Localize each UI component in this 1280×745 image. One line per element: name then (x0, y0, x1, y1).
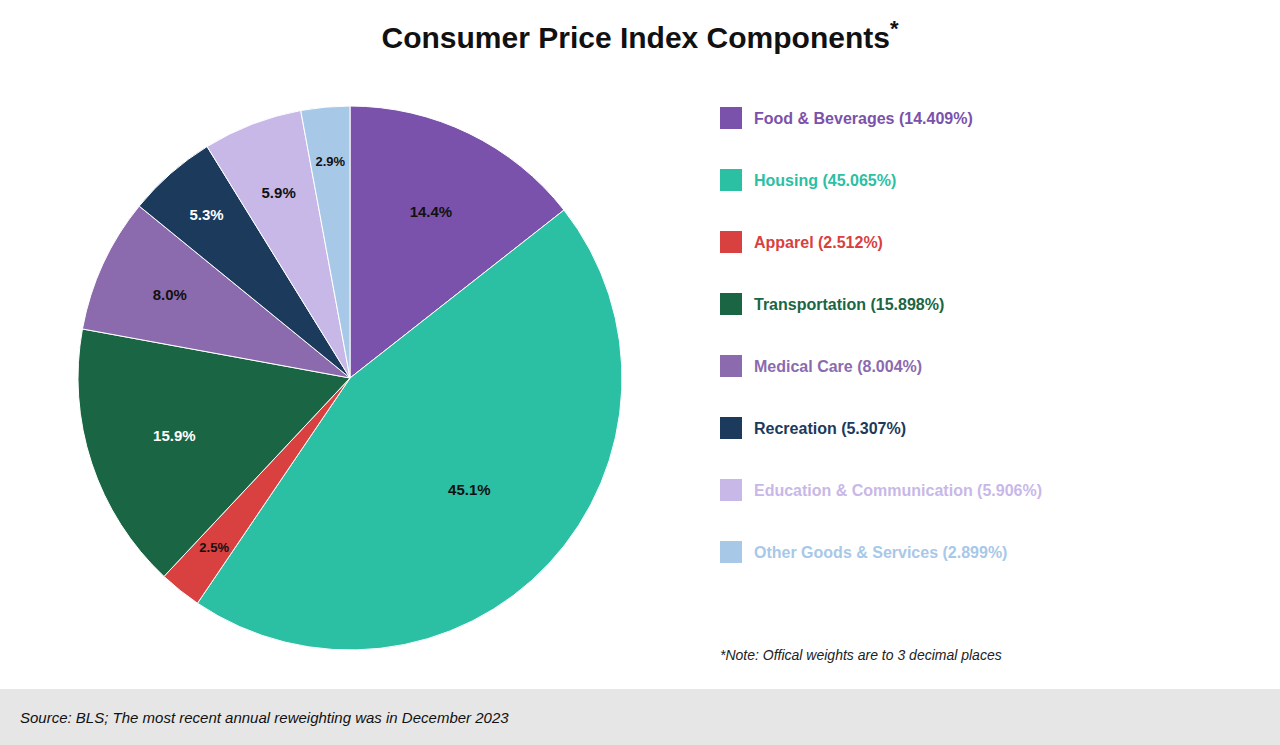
legend-item: Transportation (15.898%) (720, 293, 944, 315)
note: *Note: Offical weights are to 3 decimal … (720, 647, 1002, 663)
legend: Food & Beverages (14.409%) Housing (45.06… (720, 107, 1042, 563)
data-label: 45.1% (448, 481, 491, 498)
legend-label: Other Goods & Services (2.899%) (754, 544, 1007, 561)
data-label: 15.9% (153, 427, 196, 444)
legend-label: Housing (45.065%) (754, 172, 896, 189)
legend-label: Education & Communication (5.906%) (754, 482, 1042, 499)
pie-slice (301, 106, 350, 378)
legend-item: Housing (45.065%) (720, 169, 896, 191)
source-bar (0, 689, 1280, 745)
legend-item: Apparel (2.512%) (720, 231, 883, 253)
legend-label: Apparel (2.512%) (754, 234, 883, 251)
source: Source: BLS; The most recent annual rewe… (20, 709, 509, 726)
chart-root: Consumer Price Index Components* 14.4% 45.… (0, 0, 1280, 745)
legend-swatch (720, 169, 742, 191)
legend-swatch (720, 479, 742, 501)
legend-item: Other Goods & Services (2.899%) (720, 541, 1007, 563)
legend-item: Education & Communication (5.906%) (720, 479, 1042, 501)
data-label: 14.4% (410, 203, 453, 220)
legend-label: Medical Care (8.004%) (754, 358, 922, 375)
legend-item: Recreation (5.307%) (720, 417, 906, 439)
legend-label: Recreation (5.307%) (754, 420, 906, 437)
data-label: 5.9% (262, 184, 296, 201)
title: Consumer Price Index Components* (382, 16, 899, 55)
legend-swatch (720, 417, 742, 439)
legend-swatch (720, 541, 742, 563)
legend-swatch (720, 355, 742, 377)
title-superscript: * (890, 16, 899, 41)
data-label: 8.0% (153, 286, 187, 303)
data-label: 5.3% (189, 206, 223, 223)
legend-swatch (720, 231, 742, 253)
data-labels: 14.4% 45.1% 2.5% 15.9% 8.0% 5.3% 5.9% 2.9% (153, 154, 491, 556)
legend-item: Medical Care (8.004%) (720, 355, 922, 377)
data-label: 2.5% (199, 540, 229, 555)
legend-item: Food & Beverages (14.409%) (720, 107, 973, 129)
data-label: 2.9% (315, 154, 345, 169)
pie (78, 106, 622, 650)
legend-label: Food & Beverages (14.409%) (754, 110, 973, 127)
legend-label: Transportation (15.898%) (754, 296, 944, 313)
legend-swatch (720, 107, 742, 129)
legend-swatch (720, 293, 742, 315)
